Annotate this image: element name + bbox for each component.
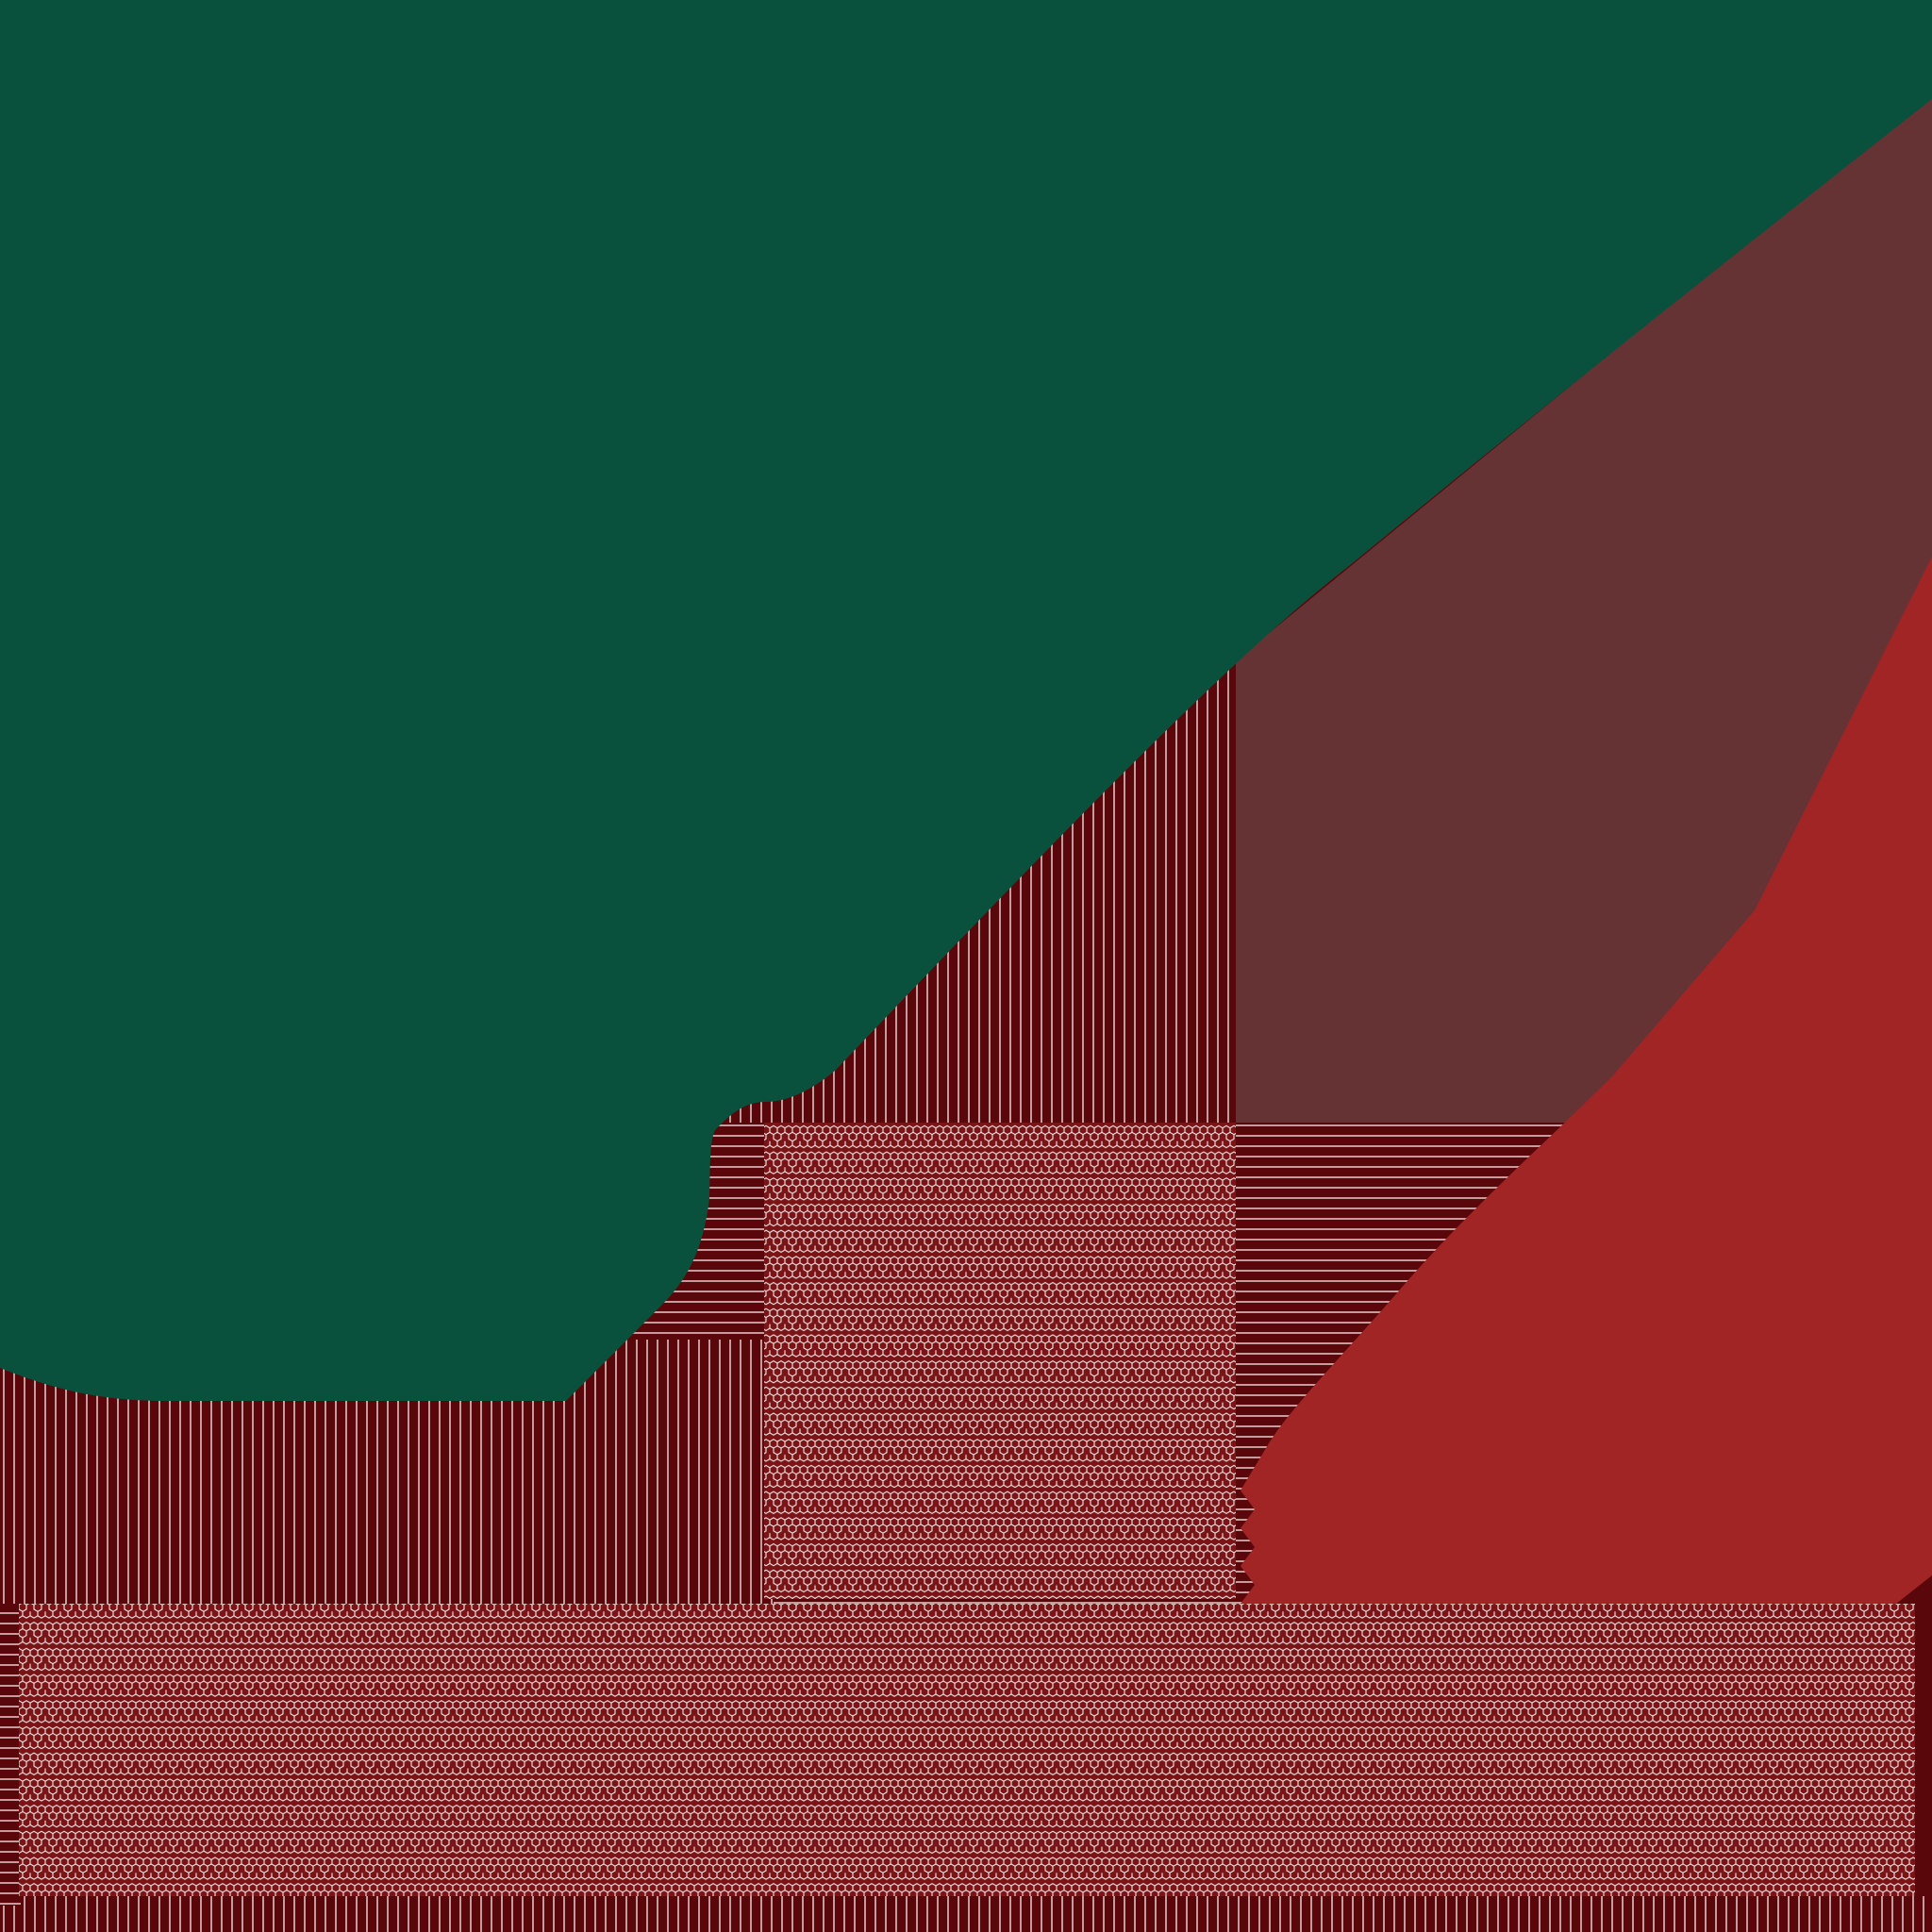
vertical-stripe-region-leftedge <box>0 1604 21 1906</box>
vertical-stripe-region-bottom <box>0 1896 1932 1932</box>
hex-pattern-center-block <box>764 1123 1236 1599</box>
red-region <box>1241 557 1932 1604</box>
hex-pattern-bottom-band <box>19 1604 1915 1896</box>
mauve-region <box>1236 90 1932 1123</box>
green-region <box>0 0 1932 1401</box>
